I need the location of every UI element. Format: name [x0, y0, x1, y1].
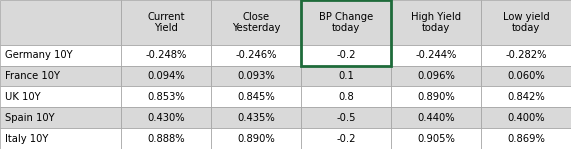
Text: -0.246%: -0.246%	[235, 50, 277, 60]
Text: -0.5: -0.5	[336, 113, 356, 123]
Text: 0.8: 0.8	[338, 92, 354, 102]
Bar	[481, 86, 571, 107]
Text: 0.400%: 0.400%	[507, 113, 545, 123]
Text: Germany 10Y: Germany 10Y	[5, 50, 72, 60]
Text: UK 10Y: UK 10Y	[5, 92, 40, 102]
Bar	[301, 107, 391, 128]
Text: 0.905%: 0.905%	[417, 134, 455, 144]
Bar	[121, 128, 211, 149]
Text: -0.2: -0.2	[336, 50, 356, 60]
Bar	[391, 107, 481, 128]
Bar	[0, 45, 121, 66]
Text: France 10Y: France 10Y	[5, 71, 59, 81]
Bar	[391, 0, 481, 45]
Bar	[211, 0, 301, 45]
Text: 0.430%: 0.430%	[147, 113, 185, 123]
Bar	[391, 66, 481, 86]
Bar	[301, 66, 391, 86]
Bar	[0, 128, 121, 149]
Bar	[0, 107, 121, 128]
Text: 0.094%: 0.094%	[147, 71, 185, 81]
Text: High Yield
today: High Yield today	[411, 12, 461, 33]
Text: Low yield
today: Low yield today	[502, 12, 549, 33]
Bar	[0, 0, 121, 45]
Text: 0.845%: 0.845%	[237, 92, 275, 102]
Text: 0.096%: 0.096%	[417, 71, 455, 81]
Bar	[301, 45, 391, 66]
Text: BP Change
today: BP Change today	[319, 12, 373, 33]
Bar	[391, 128, 481, 149]
Text: -0.2: -0.2	[336, 134, 356, 144]
Bar	[481, 128, 571, 149]
Bar	[301, 128, 391, 149]
Text: 0.1: 0.1	[338, 71, 354, 81]
Text: 0.890%: 0.890%	[237, 134, 275, 144]
Text: 0.060%: 0.060%	[507, 71, 545, 81]
Bar	[481, 45, 571, 66]
Bar	[121, 86, 211, 107]
Text: -0.248%: -0.248%	[146, 50, 187, 60]
Text: -0.282%: -0.282%	[505, 50, 547, 60]
Bar	[121, 107, 211, 128]
Text: Italy 10Y: Italy 10Y	[5, 134, 48, 144]
Bar	[301, 0, 391, 66]
Text: Close
Yesterday: Close Yesterday	[232, 12, 280, 33]
Text: 0.842%: 0.842%	[507, 92, 545, 102]
Bar	[211, 107, 301, 128]
Bar	[301, 86, 391, 107]
Text: 0.888%: 0.888%	[147, 134, 185, 144]
Text: 0.890%: 0.890%	[417, 92, 455, 102]
Bar	[121, 0, 211, 45]
Text: 0.435%: 0.435%	[237, 113, 275, 123]
Bar	[211, 66, 301, 86]
Bar	[211, 45, 301, 66]
Text: Current
Yield: Current Yield	[147, 12, 185, 33]
Bar	[481, 0, 571, 45]
Bar	[391, 45, 481, 66]
Bar	[121, 45, 211, 66]
Bar	[0, 66, 121, 86]
Bar	[0, 86, 121, 107]
Bar	[391, 86, 481, 107]
Bar	[481, 107, 571, 128]
Text: 0.093%: 0.093%	[237, 71, 275, 81]
Text: 0.440%: 0.440%	[417, 113, 455, 123]
Text: -0.244%: -0.244%	[415, 50, 457, 60]
Text: Spain 10Y: Spain 10Y	[5, 113, 54, 123]
Bar	[211, 128, 301, 149]
Bar	[301, 0, 391, 45]
Bar	[481, 66, 571, 86]
Text: 0.869%: 0.869%	[507, 134, 545, 144]
Bar	[211, 86, 301, 107]
Text: 0.853%: 0.853%	[147, 92, 185, 102]
Bar	[121, 66, 211, 86]
